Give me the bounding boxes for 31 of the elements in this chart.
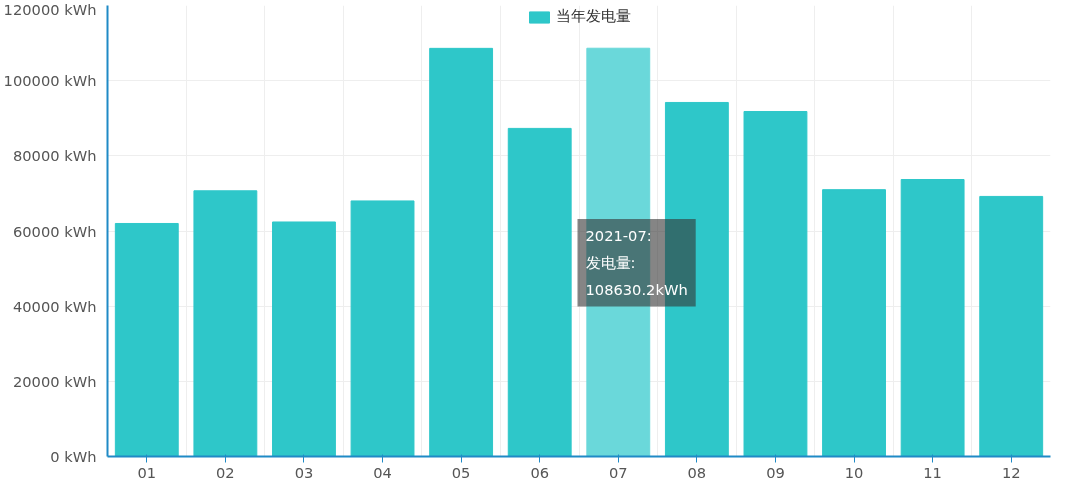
- y-tick-label: 0 kWh: [50, 448, 97, 465]
- x-tick-label: 12: [1001, 463, 1021, 481]
- x-tick-label: 11: [923, 463, 942, 481]
- x-tick-label: 05: [451, 463, 471, 481]
- y-tick-label: 60000 kWh: [12, 222, 97, 240]
- y-tick-label: 100000 kWh: [3, 72, 97, 90]
- x-tick-label: 06: [530, 463, 550, 481]
- x-tick-label: 02: [216, 463, 235, 481]
- y-tick-label: 40000 kWh: [12, 297, 97, 315]
- legend-label: 当年发电量: [556, 7, 631, 26]
- y-tick-label: 20000 kWh: [12, 372, 97, 390]
- x-tick-label: 07: [608, 463, 628, 481]
- bar: [350, 200, 415, 457]
- bar: [507, 127, 572, 457]
- y-tick-label: 80000 kWh: [12, 147, 97, 165]
- bar: [900, 179, 965, 457]
- bar: [114, 222, 179, 457]
- x-tick-label: 04: [373, 463, 392, 481]
- bar: [979, 195, 1044, 457]
- bar: [272, 221, 336, 457]
- bar: [822, 189, 886, 457]
- x-tick-label: 08: [687, 463, 707, 481]
- y-tick-label: 120000 kWh: [3, 0, 97, 18]
- bar: [429, 47, 494, 457]
- bar: [743, 110, 808, 457]
- x-tick-label: 01: [137, 463, 157, 481]
- x-tick-label: 09: [766, 463, 785, 481]
- x-tick-label: 10: [844, 463, 864, 481]
- x-tick-label: 03: [294, 463, 314, 481]
- annotation: 2021-07: 发电量: 108630.2kWh: [585, 227, 688, 299]
- bar: [193, 190, 258, 457]
